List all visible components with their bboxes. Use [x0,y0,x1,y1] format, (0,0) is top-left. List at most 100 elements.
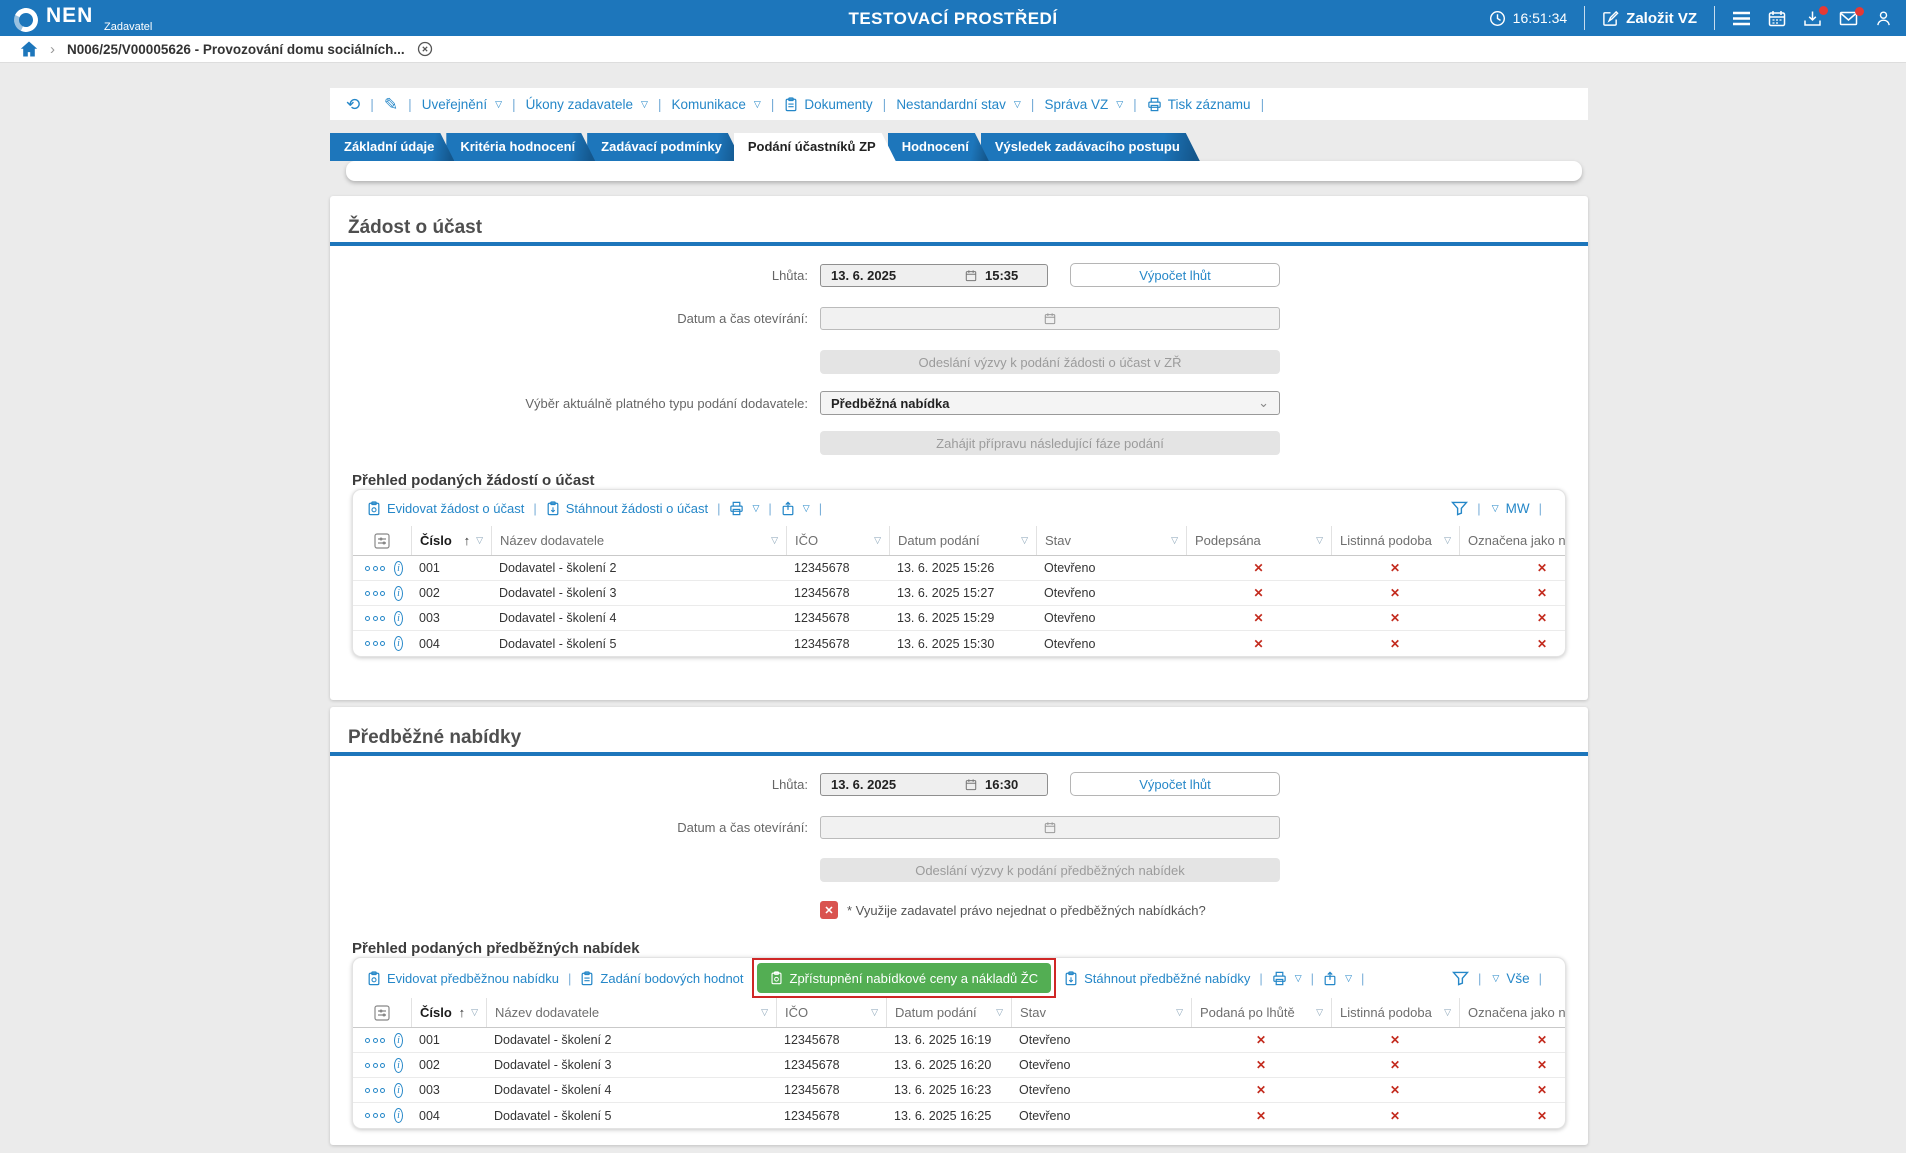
print-table-button[interactable]: ▽ [729,501,759,516]
menu-dokumenty[interactable]: Dokumenty [784,97,873,112]
row-actions-icon[interactable] [365,1062,385,1068]
stahnout-nabidky-button[interactable]: Stáhnout předběžné nabídky [1064,971,1250,986]
messages-button[interactable] [1839,6,1864,26]
header-stav[interactable]: Stav ▽ [1011,998,1191,1027]
header-nazev[interactable]: Název dodavatele ▽ [491,526,786,555]
column-chooser-button[interactable] [353,526,411,555]
row-actions-icon[interactable] [365,590,385,596]
lhuta-input[interactable]: 13. 6. 2025 16:30 [820,772,1048,796]
inbox-button[interactable] [1803,5,1828,27]
vypocet-lhut-button[interactable]: Výpočet lhůt [1070,772,1280,796]
close-tab-icon[interactable] [417,41,433,57]
column-filter-icon[interactable]: ▽ [771,535,778,545]
header-nazev[interactable]: Název dodavatele ▽ [486,998,776,1027]
lhuta-time-value[interactable]: 16:30 [985,776,1019,792]
header-cislo[interactable]: Číslo ↑ ▽ [411,998,486,1027]
column-filter-icon[interactable]: ▽ [1021,535,1028,545]
header-ico[interactable]: IČO ▽ [786,526,889,555]
column-filter-icon[interactable]: ▽ [1444,535,1451,545]
user-profile-button[interactable] [1875,10,1892,27]
row-actions-icon[interactable] [365,641,385,646]
filter-preset-label[interactable]: Vše [1506,970,1530,986]
column-filter-icon[interactable]: ▽ [1171,535,1178,545]
menu-tisk-zaznamu[interactable]: Tisk záznamu [1147,97,1251,112]
info-icon[interactable]: i [394,585,403,601]
header-podepsana[interactable]: Podepsána ▽ [1186,526,1331,555]
info-icon[interactable]: i [394,1082,403,1098]
chevron-down-icon[interactable]: ▽ [1492,972,1500,983]
info-icon[interactable]: i [394,1057,403,1073]
table-row[interactable]: i 004 Dodavatel - školení 5 12345678 13.… [353,631,1565,656]
header-oznacena[interactable]: Označena jako nep [1459,998,1565,1027]
stahnout-zadosti-button[interactable]: Stáhnout žádosti o účast [546,501,708,516]
red-x-checkbox-icon[interactable]: ✕ [820,901,838,919]
table-row[interactable]: i 002 Dodavatel - školení 3 12345678 13.… [353,581,1565,606]
info-icon[interactable]: i [394,560,403,576]
filter-funnel-icon[interactable] [1452,971,1470,986]
table-row[interactable]: i 001 Dodavatel - školení 2 12345678 13.… [353,1028,1565,1053]
calendar-picker-icon[interactable] [965,269,977,282]
header-ico[interactable]: IČO ▽ [776,998,886,1027]
edit-button[interactable]: ✎ [384,96,398,113]
column-filter-icon[interactable]: ▽ [1444,1007,1451,1017]
column-filter-icon[interactable]: ▽ [476,535,483,545]
header-datum[interactable]: Datum podání ▽ [886,998,1011,1027]
table-row[interactable]: i 004 Dodavatel - školení 5 12345678 13.… [353,1103,1565,1128]
column-filter-icon[interactable]: ▽ [1316,1007,1323,1017]
calendar-picker-icon[interactable] [965,778,977,791]
info-icon[interactable]: i [394,1108,403,1123]
info-icon[interactable]: i [394,636,403,651]
column-filter-icon[interactable]: ▽ [871,1007,878,1017]
column-filter-icon[interactable]: ▽ [1176,1007,1183,1017]
row-actions-icon[interactable] [365,1113,385,1118]
tab-zakladni-udaje[interactable]: Základní údaje [330,133,454,161]
table-row[interactable]: i 002 Dodavatel - školení 3 12345678 13.… [353,1053,1565,1078]
menu-button[interactable] [1732,11,1751,26]
row-actions-icon[interactable] [365,565,385,571]
row-actions-icon[interactable] [365,1037,385,1043]
table-row[interactable]: i 003 Dodavatel - školení 4 12345678 13.… [353,606,1565,631]
header-listinna[interactable]: Listinná podoba ▽ [1331,998,1459,1027]
history-button[interactable]: ⟲ [346,96,360,113]
column-filter-icon[interactable]: ▽ [1316,535,1323,545]
header-podana-po-lhute[interactable]: Podaná po lhůtě ▽ [1191,998,1331,1027]
print-table-button[interactable]: ▽ [1272,971,1302,986]
header-cislo[interactable]: Číslo ↑ ▽ [411,526,491,555]
tab-hodnoceni[interactable]: Hodnocení [888,133,989,161]
calendar-button[interactable] [1768,10,1786,27]
export-table-button[interactable]: ▽ [1323,971,1352,986]
zpristupneni-ceny-button[interactable]: Zpřístupnění nabídkové ceny a nákladů ŽC [756,963,1052,993]
typ-podani-select[interactable]: Předběžná nabídka ⌄ [820,391,1280,415]
table-row[interactable]: i 003 Dodavatel - školení 4 12345678 13.… [353,1078,1565,1103]
info-icon[interactable]: i [394,610,403,626]
row-actions-icon[interactable] [365,615,385,621]
column-filter-icon[interactable]: ▽ [761,1007,768,1017]
info-icon[interactable]: i [394,1032,403,1048]
column-filter-icon[interactable]: ▽ [471,1007,478,1017]
header-listinna[interactable]: Listinná podoba ▽ [1331,526,1459,555]
tab-kriteria-hodnoceni[interactable]: Kritéria hodnocení [446,133,595,161]
chevron-down-icon[interactable]: ▽ [1491,502,1499,513]
filter-funnel-icon[interactable] [1451,501,1469,516]
lhuta-date-value[interactable]: 13. 6. 2025 [831,267,897,283]
table-row[interactable]: i 001 Dodavatel - školení 2 12345678 13.… [353,556,1565,581]
create-vz-button[interactable]: Založit VZ [1602,10,1697,27]
nen-logo[interactable]: NEN Zadavatel [10,4,152,35]
evidovat-nabidku-button[interactable]: Evidovat předběžnou nabídku [367,971,559,986]
menu-ukony-zadavatele[interactable]: Úkony zadavatele ▽ [525,96,648,112]
lhuta-input[interactable]: 13. 6. 2025 15:35 [820,263,1048,287]
column-filter-icon[interactable]: ▽ [874,535,881,545]
vypocet-lhut-button[interactable]: Výpočet lhůt [1070,263,1280,287]
tab-zadavaci-podminky[interactable]: Zadávací podmínky [587,133,742,161]
row-actions-icon[interactable] [365,1087,385,1093]
header-stav[interactable]: Stav ▽ [1036,526,1186,555]
lhuta-date-value[interactable]: 13. 6. 2025 [831,776,897,792]
menu-nestandardni-stav[interactable]: Nestandardní stav ▽ [896,96,1021,112]
header-datum[interactable]: Datum podání ▽ [889,526,1036,555]
lhuta-time-value[interactable]: 15:35 [985,267,1019,283]
breadcrumb-item[interactable]: N006/25/V00005626 - Provozování domu soc… [67,41,405,57]
evidovat-zadost-button[interactable]: Evidovat žádost o účast [367,501,524,516]
menu-sprava-vz[interactable]: Správa VZ ▽ [1044,96,1124,112]
tab-podani-ucastniku[interactable]: Podání účastníků ZP [734,133,896,161]
home-icon[interactable] [20,41,38,57]
